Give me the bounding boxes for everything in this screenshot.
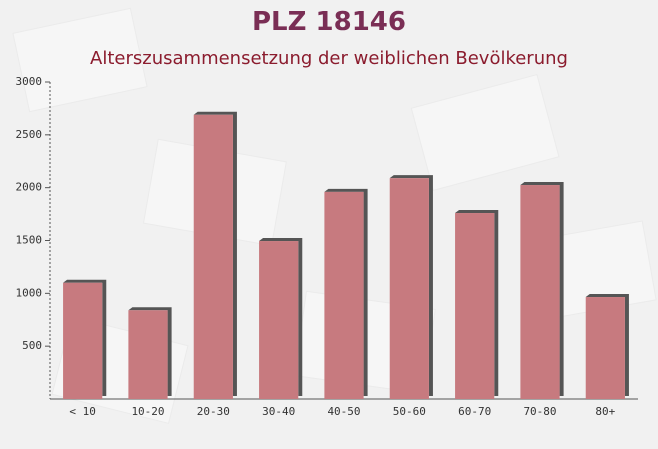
- bar: [324, 191, 364, 399]
- bar: [455, 213, 495, 399]
- x-tick-label: 80+: [595, 405, 615, 418]
- chart-subtitle: Alterszusammensetzung der weiblichen Bev…: [90, 48, 568, 69]
- x-tick-label: 10-20: [131, 405, 164, 418]
- y-tick-label: 1000: [16, 286, 43, 299]
- y-tick-label: 500: [22, 339, 42, 352]
- x-tick-label: 40-50: [327, 405, 360, 418]
- x-tick-label: 70-80: [523, 405, 556, 418]
- bar: [585, 297, 625, 399]
- bar: [389, 178, 429, 399]
- x-tick-label: < 10: [69, 405, 96, 418]
- y-tick-label: 2000: [16, 181, 43, 194]
- chart-title: PLZ 18146: [252, 7, 406, 37]
- bar: [128, 310, 168, 399]
- y-tick-label: 1500: [16, 234, 43, 247]
- bar: [520, 185, 560, 399]
- x-tick-label: 60-70: [458, 405, 491, 418]
- x-tick-label: 50-60: [393, 405, 426, 418]
- bar: [193, 114, 233, 400]
- bar: [63, 282, 103, 399]
- bar: [259, 241, 299, 399]
- x-tick-label: 20-30: [197, 405, 230, 418]
- y-tick-label: 2500: [16, 128, 43, 141]
- y-tick-label: 3000: [16, 75, 43, 88]
- x-tick-label: 30-40: [262, 405, 295, 418]
